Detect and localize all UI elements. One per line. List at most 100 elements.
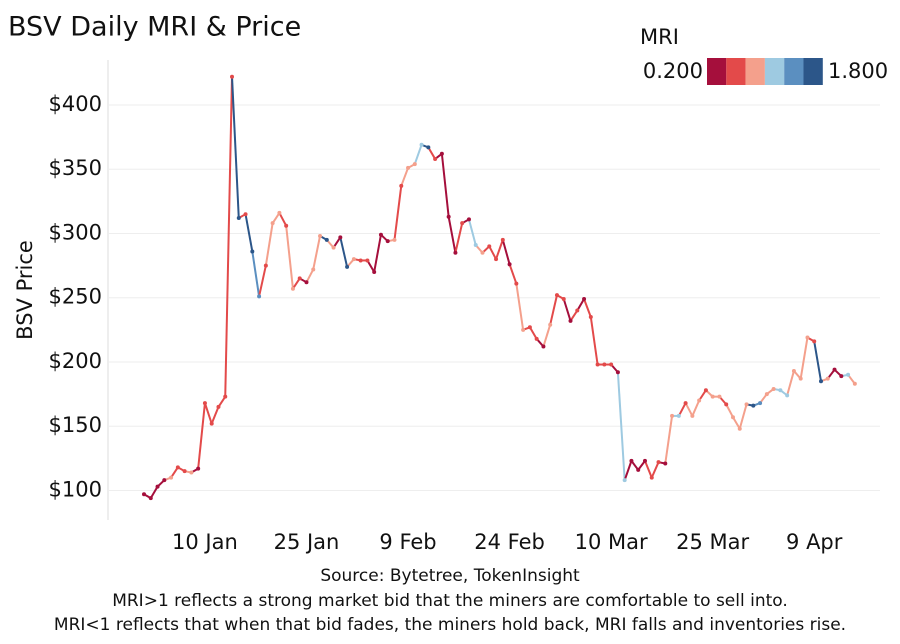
note: MRI<1 reflects that when that bid fades,… [54, 615, 846, 635]
point [548, 322, 553, 327]
point [778, 388, 783, 393]
line-segment [427, 146, 436, 160]
point [832, 367, 837, 372]
line-segment [271, 212, 281, 224]
line-segment [244, 214, 254, 252]
x-tick-label: 25 Mar [676, 530, 749, 554]
line-segment [339, 237, 349, 268]
point [433, 156, 438, 161]
line-segment [786, 370, 795, 396]
point [175, 465, 180, 470]
point [419, 142, 424, 147]
line-segment [231, 76, 240, 219]
x-tick-label: 9 Feb [379, 530, 436, 554]
line-segment [264, 223, 274, 266]
line-segment [224, 76, 234, 397]
point [412, 162, 417, 167]
line-segment [285, 225, 294, 289]
point [392, 237, 397, 242]
y-tick-label: $300 [49, 220, 102, 244]
point [629, 458, 634, 463]
point [297, 276, 302, 281]
point [730, 415, 735, 420]
point [758, 401, 763, 406]
y-tick-label: $250 [49, 285, 102, 309]
colorbar-swatch [745, 58, 765, 85]
point [338, 235, 343, 240]
x-tick-label: 9 Apr [786, 530, 843, 554]
point [243, 212, 248, 217]
point [378, 232, 383, 237]
y-tick-label: $100 [49, 477, 102, 501]
line-segment [515, 283, 525, 330]
point [439, 151, 444, 156]
point [507, 262, 512, 267]
point [270, 221, 275, 226]
y-tick-label: $200 [49, 349, 102, 373]
point [541, 344, 546, 349]
point [148, 496, 153, 501]
point [385, 239, 390, 244]
point [582, 296, 587, 301]
point [453, 250, 458, 255]
x-tick-label: 10 Mar [575, 530, 648, 554]
point [514, 281, 519, 286]
point [697, 398, 702, 403]
line-segment [400, 167, 409, 187]
point [839, 374, 844, 379]
point [737, 426, 742, 431]
line-segment [305, 268, 315, 283]
colorbar-max: 1.800 [828, 59, 888, 83]
point [554, 293, 559, 298]
point [819, 379, 823, 384]
point [656, 460, 661, 465]
point [406, 165, 411, 170]
point [155, 484, 160, 489]
line-segment [698, 389, 707, 402]
point [324, 237, 329, 242]
point [304, 280, 309, 285]
point [331, 245, 336, 250]
y-tick-label: $150 [49, 413, 102, 437]
point [588, 314, 593, 319]
point [257, 294, 262, 299]
chart-title: BSV Daily MRI & Price [8, 12, 301, 43]
line-segment [454, 222, 464, 253]
point [250, 249, 255, 254]
line-segment [440, 153, 450, 217]
line-segment [799, 337, 809, 379]
point [182, 469, 187, 474]
point [318, 234, 323, 239]
point [480, 250, 485, 255]
line-segment [549, 294, 558, 325]
y-axis-label: BSV Price [13, 240, 37, 340]
point [216, 404, 221, 409]
point [791, 368, 796, 373]
line-segment [677, 402, 687, 417]
line-segment [447, 216, 457, 253]
point [622, 478, 627, 483]
point [636, 467, 641, 472]
y-tick-label: $400 [49, 92, 102, 116]
point [751, 403, 756, 408]
line-segment [589, 316, 599, 365]
point [568, 318, 573, 323]
line-segment [508, 263, 518, 284]
point [846, 372, 851, 377]
line-segment [278, 212, 288, 227]
point [561, 296, 566, 301]
line-segment [664, 415, 674, 464]
point [290, 286, 295, 291]
point [473, 243, 478, 248]
point [609, 362, 614, 367]
point [744, 402, 749, 407]
note: MRI>1 reflects a strong market bid that … [112, 591, 788, 611]
line-segment [501, 239, 511, 265]
line-segment [650, 461, 660, 478]
point [825, 376, 830, 381]
line-segment [258, 265, 267, 297]
point [534, 336, 539, 341]
line-segment [623, 460, 633, 481]
point [798, 376, 803, 381]
line-segment [413, 144, 423, 165]
